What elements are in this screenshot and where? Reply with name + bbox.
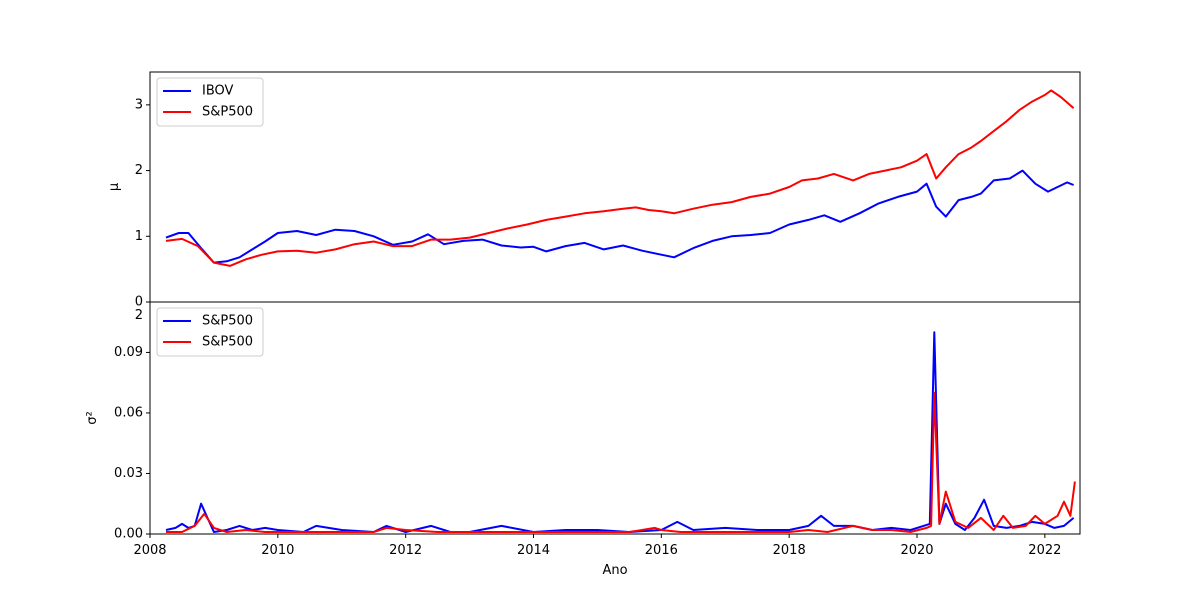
y-tick-label: 1: [135, 229, 143, 244]
x-tick-label: 2022: [1028, 543, 1061, 558]
y-tick-label: 0.06: [114, 405, 143, 420]
legend: IBOV S&P500: [156, 77, 264, 127]
y-tick-label: 0.00: [114, 527, 143, 542]
y-tick-label: 2: [135, 163, 143, 178]
series-line-mu-0: [165, 169, 1074, 264]
x-tick-label: 2008: [133, 543, 166, 558]
legend-label: S&P500: [202, 314, 253, 329]
y-tick-label: 3: [135, 97, 143, 112]
sigma2-panel: 0.00 0.03 0.06 0.09 2008 2010 2012 2014 2016 2018…: [85, 301, 1081, 578]
x-tick-label: 2014: [517, 543, 550, 558]
y-axis-label: σ²: [85, 411, 100, 424]
series-line-sigma2-1: [166, 391, 1076, 533]
x-tick-label: 2012: [389, 543, 422, 558]
y-axis-label: μ: [107, 183, 122, 191]
x-tick-label: 2016: [645, 543, 678, 558]
legend: S&P500 S&P500: [156, 307, 264, 357]
x-tick-label: 2020: [900, 543, 933, 558]
series-group: [165, 89, 1075, 267]
y-tick-label: 0.09: [114, 345, 143, 360]
legend-label: IBOV: [202, 84, 234, 99]
legend-label: S&P500: [202, 105, 253, 120]
legend-label: S&P500: [202, 335, 253, 350]
axes-frame: [149, 71, 1081, 303]
y-tick-label-overflow: 2: [135, 308, 143, 323]
mu-panel: 0 1 2 3 μ IBOV S&P500: [107, 71, 1081, 310]
x-tick-label: 2010: [261, 543, 294, 558]
x-axis-label: Ano: [602, 563, 627, 578]
y-tick-label: 0: [135, 295, 143, 310]
series-group: [165, 331, 1076, 533]
x-tick-label: 2018: [773, 543, 806, 558]
series-line-mu-1: [165, 89, 1075, 267]
axes-frame: [149, 301, 1081, 535]
series-line-sigma2-0: [165, 331, 1075, 533]
y-tick-label: 0.03: [114, 466, 143, 481]
